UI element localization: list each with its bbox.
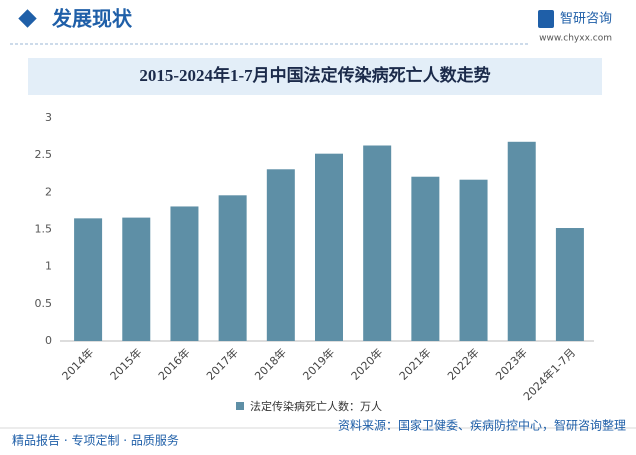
chart-title: 2015-2024年1-7月中国法定传染病死亡人数走势 [139,65,490,85]
y-tick-label: 2 [45,185,52,198]
bar [363,145,392,341]
y-tick-label: 0 [45,334,52,347]
legend-label: 法定传染病死亡人数：万人 [250,399,382,413]
y-tick-label: 3 [45,111,52,124]
y-tick-label: 1.5 [35,223,53,236]
footer-tagline: 精品报告 · 专项定制 · 品质服务 [12,433,179,448]
legend-swatch [236,402,244,410]
bar [555,228,584,341]
title-banner [28,58,602,95]
bar [411,176,440,341]
logo-url: www.chyxx.com [539,34,612,44]
bar [122,217,151,341]
bar [459,179,488,341]
footer-source: 资料来源：国家卫健委、疾病防控中心，智研咨询整理 [338,418,626,433]
y-tick-label: 0.5 [35,297,53,310]
bar [170,206,199,341]
logo-icon [538,10,554,28]
header-title: 发展现状 [51,7,133,31]
y-tick-label: 2.5 [35,148,53,161]
logo-text: 智研咨询 [560,12,612,27]
y-tick-label: 1 [45,260,52,273]
bar [74,218,103,341]
bar [507,141,536,341]
bar [218,195,247,341]
bar [266,169,295,341]
bar [315,153,343,341]
